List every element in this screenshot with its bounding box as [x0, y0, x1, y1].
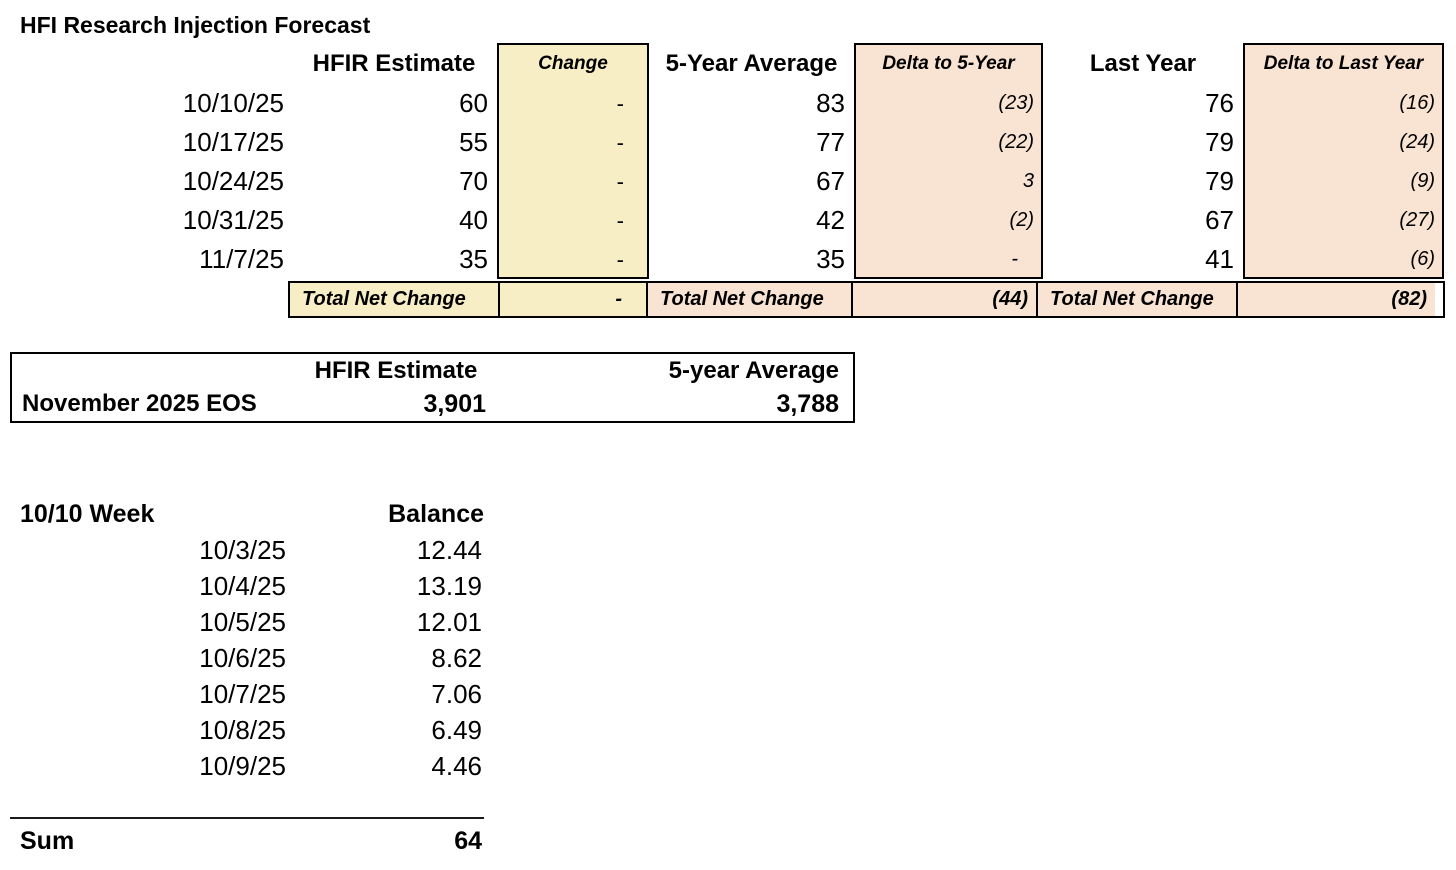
col-header-5-year-average: 5-Year Average: [665, 50, 838, 77]
week-balance-cell: 7.06: [431, 678, 482, 709]
col-header-hfir-estimate: HFIR Estimate: [312, 50, 476, 77]
week-row: 10/5/25 12.01: [10, 604, 484, 640]
delta-5-year-cell: (22): [998, 131, 1034, 153]
change-cell: -: [616, 90, 624, 116]
total-net-change-label: Total Net Change: [646, 283, 851, 316]
total-change-value: -: [498, 283, 646, 316]
change-cell: -: [616, 168, 624, 194]
total-net-change-label: Total Net Change: [290, 283, 498, 316]
delta-last-year-cell: (24): [1399, 131, 1435, 153]
delta-5-year-cell: (23): [998, 92, 1034, 114]
week-row: 10/6/25 8.62: [10, 640, 484, 676]
week-row: 10/9/25 4.46: [10, 748, 484, 784]
last-year-cell: 41: [1205, 244, 1234, 274]
eos-header-hfir-estimate: HFIR Estimate: [314, 356, 478, 384]
week-date-cell: 10/5/25: [199, 606, 286, 637]
eos-row-label: November 2025 EOS: [22, 390, 257, 418]
hfir-estimate-cell: 40: [459, 205, 488, 235]
week-date-cell: 10/7/25: [199, 678, 286, 709]
week-balance-cell: 6.49: [431, 714, 482, 745]
last-year-cell: 79: [1205, 127, 1234, 157]
5-year-average-cell: 67: [816, 166, 845, 196]
hfir-estimate-cell: 55: [459, 127, 488, 157]
forecast-row: 10/10/25 60 - 83 (23) 76 (16): [0, 84, 1443, 123]
eos-hfir-estimate-value: 3,901: [423, 389, 486, 418]
last-year-cell: 67: [1205, 205, 1234, 235]
delta-5-year-cell: 3: [1022, 170, 1034, 192]
week-balance-cell: 8.62: [431, 642, 482, 673]
last-year-cell: 79: [1205, 166, 1234, 196]
delta-5-year-column-box: [854, 43, 1043, 279]
col-header-delta-to-last-year: Delta to Last Year: [1263, 53, 1424, 74]
delta-5-year-cell: -: [1011, 248, 1018, 270]
page-title: HFI Research Injection Forecast: [20, 12, 371, 38]
week-date-cell: 10/9/25: [199, 750, 286, 781]
date-cell: 10/10/25: [182, 88, 284, 118]
delta-last-year-cell: (27): [1399, 209, 1435, 231]
eos-header-5-year-average: 5-year Average: [668, 356, 839, 384]
total-delta-last-year-value: (82): [1236, 283, 1435, 316]
week-row: 10/3/25 12.44: [10, 532, 484, 568]
forecast-row: 10/31/25 40 - 42 (2) 67 (27): [0, 201, 1443, 240]
forecast-row: 10/17/25 55 - 77 (22) 79 (24): [0, 123, 1443, 162]
week-balance-cell: 12.01: [416, 606, 482, 637]
sum-label: Sum: [20, 826, 75, 855]
total-net-change-row: Total Net Change - Total Net Change (44)…: [288, 281, 1445, 318]
sum-value: 64: [454, 826, 482, 855]
col-header-delta-to-5-year: Delta to 5-Year: [882, 53, 1015, 74]
date-cell: 10/24/25: [182, 166, 284, 196]
week-balance-table: 10/10 Week Balance 10/3/25 12.44 10/4/25…: [10, 496, 484, 863]
week-row: 10/7/25 7.06: [10, 676, 484, 712]
5-year-average-cell: 35: [816, 244, 845, 274]
5-year-average-cell: 83: [816, 88, 845, 118]
week-balance-cell: 13.19: [416, 570, 482, 601]
delta-last-year-column-box: [1243, 43, 1444, 279]
change-column-box: [497, 43, 649, 279]
eos-summary-table: HFIR Estimate 5-year Average November 20…: [10, 352, 855, 423]
week-balance-cell: 4.46: [431, 750, 482, 781]
delta-last-year-cell: (9): [1410, 170, 1435, 192]
last-year-cell: 76: [1205, 88, 1234, 118]
week-date-cell: 10/3/25: [199, 534, 286, 565]
col-header-change: Change: [538, 53, 608, 74]
total-net-change-label: Total Net Change: [1036, 283, 1236, 316]
change-cell: -: [616, 246, 624, 272]
delta-last-year-cell: (6): [1410, 248, 1435, 270]
hfir-estimate-cell: 60: [459, 88, 488, 118]
delta-last-year-cell: (16): [1399, 92, 1435, 114]
week-date-cell: 10/8/25: [199, 714, 286, 745]
week-date-cell: 10/6/25: [199, 642, 286, 673]
change-cell: -: [616, 207, 624, 233]
eos-data-row: November 2025 EOS 3,901 3,788: [12, 388, 853, 422]
eos-header-row: HFIR Estimate 5-year Average: [12, 354, 853, 388]
hfir-estimate-cell: 35: [459, 244, 488, 274]
date-cell: 10/31/25: [182, 205, 284, 235]
hfir-estimate-cell: 70: [459, 166, 488, 196]
week-row: 10/4/25 13.19: [10, 568, 484, 604]
col-header-last-year: Last Year: [1089, 50, 1197, 77]
week-balance-cell: 12.44: [416, 534, 482, 565]
delta-5-year-cell: (2): [1009, 209, 1034, 231]
date-cell: 11/7/25: [199, 244, 284, 274]
forecast-row: 10/24/25 70 - 67 3 79 (9): [0, 162, 1443, 201]
eos-5-year-average-value: 3,788: [776, 389, 839, 418]
forecast-header-row: HFIR Estimate Change 5-Year Average Delt…: [0, 44, 1443, 84]
forecast-row: 11/7/25 35 - 35 - 41 (6): [0, 240, 1443, 279]
date-cell: 10/17/25: [182, 127, 284, 157]
5-year-average-cell: 77: [816, 127, 845, 157]
total-delta-5-year-value: (44): [851, 283, 1036, 316]
week-row: 10/8/25 6.49: [10, 712, 484, 748]
week-date-cell: 10/4/25: [199, 570, 286, 601]
week-sum-row: Sum 64: [10, 817, 484, 863]
5-year-average-cell: 42: [816, 205, 845, 235]
change-cell: -: [616, 129, 624, 155]
week-title: 10/10 Week: [20, 499, 155, 528]
balance-column-header: Balance: [388, 499, 484, 528]
forecast-table: HFIR Estimate Change 5-Year Average Delt…: [0, 44, 1443, 279]
week-header-row: 10/10 Week Balance: [10, 496, 484, 532]
